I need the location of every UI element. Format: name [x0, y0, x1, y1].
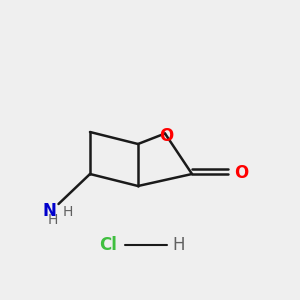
- Text: Cl: Cl: [99, 236, 117, 253]
- Text: N: N: [43, 202, 56, 220]
- Text: O: O: [159, 127, 174, 145]
- Text: O: O: [234, 164, 249, 182]
- Text: H: H: [47, 214, 58, 227]
- Text: H: H: [62, 205, 73, 218]
- Text: H: H: [172, 236, 185, 253]
